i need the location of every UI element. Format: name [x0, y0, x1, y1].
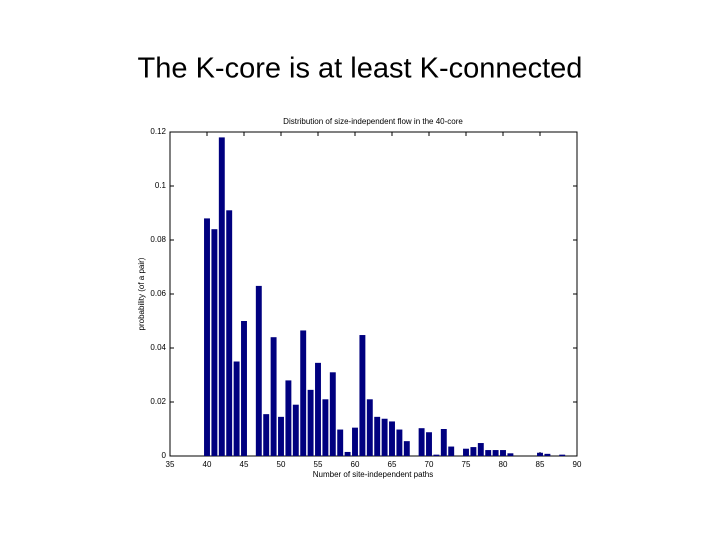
- y-tick-label: 0.1: [155, 181, 167, 190]
- x-tick-label: 50: [277, 460, 286, 469]
- bar: [359, 335, 366, 456]
- bar: [477, 443, 484, 456]
- x-tick-label: 45: [240, 460, 249, 469]
- bar: [440, 429, 447, 456]
- bar: [374, 416, 381, 456]
- bar: [322, 399, 329, 456]
- y-tick-label: 0: [162, 451, 167, 460]
- bar: [233, 361, 240, 456]
- bar: [211, 229, 218, 456]
- bar: [300, 330, 307, 456]
- bar: [270, 337, 277, 456]
- y-tick-label: 0.06: [150, 289, 166, 298]
- bar: [544, 453, 551, 456]
- bar: [537, 452, 543, 456]
- x-tick-label: 35: [166, 460, 175, 469]
- x-tick-label: 80: [499, 460, 508, 469]
- x-tick-label: 75: [462, 460, 471, 469]
- y-tick-label: 0.08: [150, 235, 166, 244]
- x-tick-label: 70: [425, 460, 434, 469]
- bar: [218, 137, 225, 456]
- bar: [389, 421, 395, 456]
- bar: [315, 362, 321, 456]
- bar: [226, 210, 233, 456]
- slide-title: The K-core is at least K-connected: [138, 53, 583, 85]
- x-tick-label: 55: [314, 460, 323, 469]
- x-tick-label: 60: [351, 460, 360, 469]
- bar: [463, 448, 469, 456]
- x-tick-label: 85: [536, 460, 545, 469]
- x-tick-label: 65: [388, 460, 397, 469]
- bar: [500, 450, 506, 456]
- bar: [285, 380, 292, 456]
- chart-title: Distribution of size-independent flow in…: [283, 117, 463, 126]
- bar: [485, 450, 492, 456]
- y-tick-label: 0.02: [150, 397, 166, 406]
- bar: [307, 389, 314, 456]
- bar: [263, 414, 270, 456]
- bar: [292, 404, 299, 456]
- bar: [366, 399, 373, 456]
- x-tick-label: 90: [573, 460, 582, 469]
- bar: [344, 451, 351, 456]
- bar: [381, 418, 388, 456]
- y-tick-label: 0.04: [150, 343, 166, 352]
- y-axis-label: probability (of a pair): [137, 257, 146, 330]
- bar: [492, 450, 499, 456]
- x-axis-label: Number of site-independent paths: [313, 470, 434, 479]
- bar: [241, 321, 247, 456]
- bar: [433, 454, 440, 456]
- bar: [559, 454, 566, 456]
- bar: [448, 446, 455, 456]
- bar: [403, 441, 410, 456]
- bar: [255, 285, 262, 456]
- bar: [396, 429, 403, 456]
- bar: [204, 218, 210, 456]
- bar: [337, 429, 344, 456]
- bar: [470, 447, 477, 456]
- bar: [278, 416, 284, 456]
- bar: [329, 372, 336, 456]
- y-tick-label: 0.12: [150, 127, 166, 136]
- bar: [352, 427, 358, 456]
- x-tick-label: 40: [203, 460, 212, 469]
- bar: [426, 432, 432, 456]
- bar: [507, 453, 514, 456]
- bar: [418, 428, 425, 456]
